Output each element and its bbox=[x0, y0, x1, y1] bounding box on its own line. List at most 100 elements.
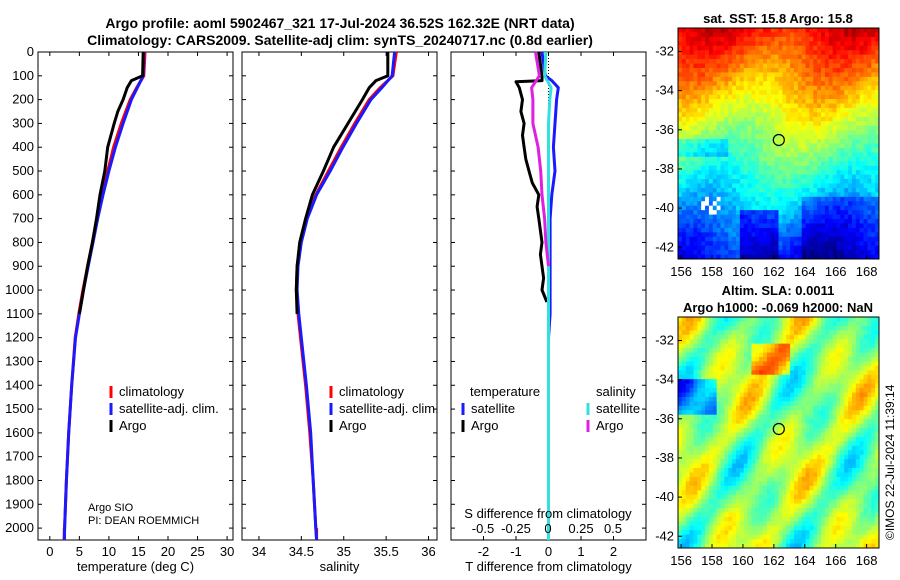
sst_map-cell bbox=[782, 45, 787, 51]
sst_map-cell bbox=[844, 125, 849, 131]
sla_map-cell bbox=[755, 410, 760, 416]
sla_map-cell bbox=[747, 396, 752, 402]
sla_map-cell bbox=[871, 450, 876, 456]
sla_map-cell bbox=[732, 388, 737, 393]
sla_map-cell bbox=[844, 321, 849, 327]
sst_map-cell bbox=[712, 210, 718, 215]
sst_map-cell bbox=[689, 107, 694, 113]
sst_map-cell bbox=[763, 94, 768, 100]
sla_map-cell bbox=[836, 441, 841, 447]
sst_map-cell bbox=[701, 103, 706, 109]
sst_map-cell bbox=[708, 187, 714, 193]
sla_map-cell bbox=[797, 472, 803, 478]
sst_map-cell bbox=[855, 227, 861, 233]
sla_map-cell bbox=[755, 321, 760, 327]
sla_map-cell bbox=[817, 463, 822, 469]
sst_map-cell bbox=[735, 192, 741, 198]
sst_map-cell bbox=[724, 143, 729, 149]
sla_map-cell bbox=[863, 374, 868, 380]
sla_map-cell bbox=[778, 339, 783, 345]
sla_map-cell bbox=[851, 388, 857, 393]
sla_map-cell bbox=[848, 468, 853, 473]
sst_map-cell bbox=[770, 161, 776, 167]
sst_map-cell bbox=[739, 205, 745, 211]
sst_map-cell bbox=[724, 245, 729, 251]
sla_map-cell bbox=[821, 454, 826, 460]
sla_map-cell bbox=[685, 330, 690, 336]
sst_map-cell bbox=[689, 32, 694, 38]
sla_map-cell bbox=[701, 348, 706, 353]
sst_map-cell bbox=[809, 134, 814, 140]
sla_map-cell bbox=[739, 352, 745, 358]
sla_map-cell bbox=[805, 370, 810, 376]
sla_map-cell bbox=[728, 365, 733, 371]
sst_map-cell bbox=[790, 161, 795, 167]
sst_map-cell bbox=[763, 45, 768, 51]
sst_map-cell bbox=[832, 134, 837, 140]
sst_map-cell bbox=[716, 112, 721, 118]
sla_map-cell bbox=[817, 485, 822, 491]
sst_map-cell bbox=[828, 94, 834, 100]
sst_map-cell bbox=[724, 205, 729, 211]
sla_map-cell bbox=[739, 414, 745, 420]
sst_map-cell bbox=[685, 72, 690, 78]
sla_map-cell bbox=[697, 396, 702, 402]
sst_map-cell bbox=[735, 187, 741, 193]
sla_map-cell bbox=[735, 325, 741, 331]
sst_map-cell bbox=[867, 245, 872, 251]
sla_map-cell bbox=[828, 356, 834, 362]
sla_map-cell bbox=[712, 343, 718, 349]
sst_map-cell bbox=[817, 121, 822, 127]
sst_map-cell bbox=[720, 103, 725, 109]
sla_map-cell bbox=[840, 405, 845, 411]
sla_map-cell bbox=[732, 334, 737, 340]
sla_map-cell bbox=[724, 348, 729, 353]
sst_map-cell bbox=[774, 232, 779, 238]
sla_map-cell bbox=[836, 374, 841, 380]
sla_map-cell bbox=[778, 401, 783, 407]
sst_map-cell bbox=[821, 179, 826, 184]
sla_map-cell bbox=[689, 396, 694, 402]
sla_map-cell bbox=[855, 370, 861, 376]
sla_map-cell bbox=[809, 472, 814, 478]
sst_map-cell bbox=[851, 223, 857, 229]
sst_map-cell bbox=[678, 32, 683, 38]
sst_map-cell bbox=[778, 156, 783, 162]
sst_map-cell bbox=[685, 116, 690, 122]
sla_map-cell bbox=[832, 472, 837, 478]
sla_map-cell bbox=[728, 370, 733, 376]
sla_map-cell bbox=[766, 454, 772, 460]
sst_map-cell bbox=[743, 236, 748, 242]
sst_map-cell bbox=[782, 250, 787, 255]
sst_map-cell bbox=[693, 72, 698, 78]
sla_map-cell bbox=[851, 339, 857, 345]
sst_map-cell bbox=[751, 245, 756, 251]
sla_map-cell bbox=[720, 334, 725, 340]
sst_map-cell bbox=[732, 232, 737, 238]
sst_map-cell bbox=[809, 85, 814, 91]
sst_map-cell bbox=[817, 201, 822, 207]
sst_map-cell bbox=[681, 147, 687, 153]
sst_map-cell bbox=[832, 245, 837, 251]
sla_map-cell bbox=[821, 388, 826, 393]
sla_map-cell bbox=[801, 459, 806, 464]
sst_map-cell bbox=[716, 32, 721, 38]
sst_map-cell bbox=[851, 67, 857, 73]
sla_map-cell bbox=[809, 365, 814, 371]
sla_map-cell bbox=[712, 436, 718, 442]
sst_map-cell bbox=[751, 103, 756, 109]
sla_map-cell bbox=[840, 325, 845, 331]
sst_map-cell bbox=[697, 223, 702, 229]
sla_map-cell bbox=[766, 476, 772, 482]
sst_map-cell bbox=[735, 227, 741, 233]
sla_map-cell bbox=[813, 374, 818, 380]
sst_map-cell bbox=[712, 192, 718, 198]
sst_map-cell bbox=[681, 241, 687, 247]
sst_map-cell bbox=[678, 54, 683, 60]
sst_map-cell bbox=[840, 192, 845, 198]
sla_map-cell bbox=[755, 370, 760, 376]
sla_map-cell bbox=[863, 459, 868, 464]
sst_map-cell bbox=[685, 139, 690, 144]
sla_map-cell bbox=[817, 383, 822, 389]
sla_map-cell bbox=[735, 405, 741, 411]
